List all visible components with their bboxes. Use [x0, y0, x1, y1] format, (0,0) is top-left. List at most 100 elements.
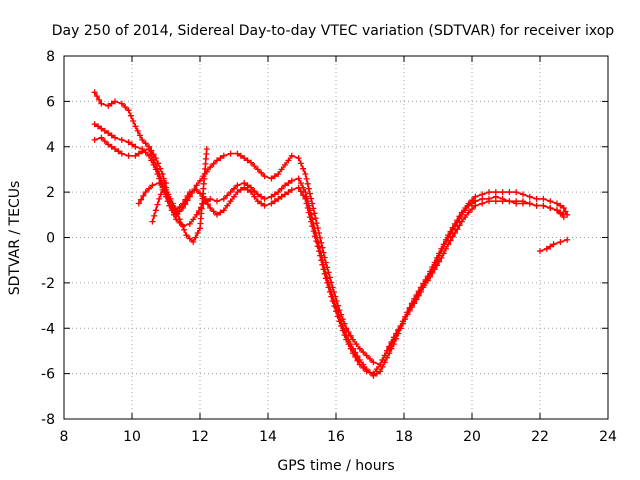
- data-point: [469, 200, 475, 207]
- data-point: [237, 186, 244, 193]
- data-point: [132, 123, 139, 130]
- data-point: [526, 193, 533, 200]
- data-point: [146, 185, 152, 192]
- data-point: [285, 189, 292, 196]
- data-point: [328, 293, 335, 300]
- data-point: [288, 152, 295, 159]
- data-point: [311, 210, 318, 217]
- data-point: [156, 171, 163, 177]
- data-point: [379, 357, 386, 363]
- data-point: [564, 236, 571, 243]
- data-point: [486, 198, 492, 205]
- data-point: [204, 201, 211, 208]
- data-point: [234, 150, 241, 157]
- data-point: [183, 232, 190, 239]
- data-point: [231, 185, 237, 192]
- series-track-c: [91, 134, 567, 377]
- data-point: [427, 273, 434, 280]
- data-point: [304, 180, 311, 187]
- data-point: [138, 196, 145, 203]
- data-point: [118, 100, 125, 107]
- data-point: [224, 202, 231, 209]
- data-point: [214, 211, 220, 218]
- data-point: [513, 189, 520, 196]
- data-point: [105, 141, 112, 148]
- data-point: [537, 248, 543, 255]
- data-point: [193, 211, 200, 218]
- data-point: [258, 169, 265, 176]
- data-point: [506, 198, 513, 205]
- data-point: [313, 220, 320, 227]
- y-tick-label: 6: [46, 94, 55, 110]
- data-point: [429, 270, 436, 276]
- grid: [64, 56, 608, 419]
- data-point: [305, 185, 312, 192]
- data-point: [308, 195, 315, 202]
- data-point: [167, 195, 174, 202]
- data-point: [341, 332, 348, 339]
- data-point: [319, 244, 326, 251]
- data-point: [234, 182, 241, 189]
- data-point: [360, 365, 367, 371]
- data-point: [139, 148, 146, 155]
- data-point: [163, 180, 169, 186]
- data-point: [258, 200, 265, 207]
- data-point: [148, 151, 155, 158]
- data-point: [406, 305, 413, 312]
- series-track-a: [91, 89, 571, 368]
- data-point: [333, 308, 339, 315]
- data-point: [384, 347, 390, 354]
- data-point: [356, 361, 363, 368]
- data-point: [338, 323, 345, 329]
- data-point: [210, 208, 217, 215]
- data-point: [329, 298, 336, 304]
- data-point: [176, 216, 183, 223]
- data-point: [202, 197, 209, 204]
- data-point: [101, 138, 108, 145]
- data-point: [261, 173, 268, 180]
- data-point: [193, 186, 200, 193]
- data-point: [159, 186, 166, 193]
- data-point: [520, 191, 526, 198]
- data-point: [445, 241, 452, 248]
- data-point: [393, 332, 400, 339]
- data-point: [533, 202, 540, 209]
- data-point: [234, 189, 241, 196]
- data-point: [297, 180, 304, 187]
- data-point: [297, 160, 304, 167]
- y-axis-label: SDTVAR / TECUs: [7, 181, 23, 296]
- data-point: [326, 274, 333, 281]
- data-point: [182, 196, 189, 203]
- y-tick-label: 2: [46, 185, 55, 201]
- data-point: [506, 189, 513, 196]
- data-point: [112, 134, 118, 141]
- data-point: [458, 211, 465, 218]
- data-point: [472, 202, 479, 209]
- data-point: [433, 262, 440, 269]
- series-line: [93, 123, 565, 377]
- data-point: [132, 152, 139, 159]
- data-point: [176, 203, 183, 210]
- data-point: [302, 189, 309, 196]
- data-point: [108, 132, 115, 139]
- series-track-e: [149, 180, 169, 225]
- data-point: [130, 118, 137, 124]
- data-point: [112, 98, 118, 105]
- data-point: [381, 352, 388, 359]
- data-point: [458, 218, 465, 225]
- data-point: [129, 141, 135, 148]
- series-track-d: [135, 146, 210, 245]
- data-point: [156, 195, 163, 202]
- y-tick-label: -8: [41, 412, 55, 428]
- y-tick-label: -6: [41, 367, 55, 383]
- data-point: [465, 209, 472, 216]
- data-point: [562, 208, 569, 215]
- data-point: [217, 155, 224, 162]
- data-point: [98, 100, 105, 107]
- data-point: [303, 200, 310, 207]
- data-point: [254, 166, 261, 173]
- series-track-f: [537, 236, 571, 255]
- data-point: [469, 206, 475, 213]
- data-point: [268, 200, 275, 207]
- data-point: [207, 164, 214, 171]
